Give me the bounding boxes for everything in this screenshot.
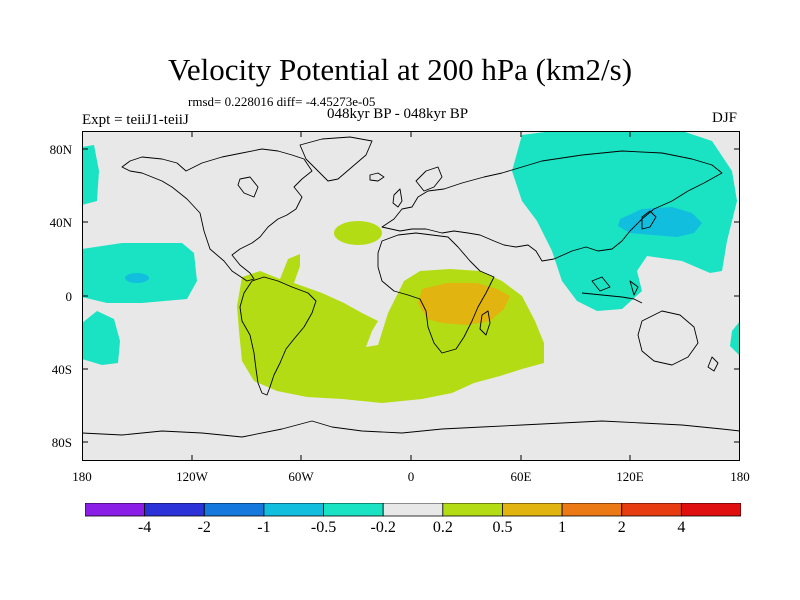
colorbar-label: -0.2 [370,519,396,536]
coast-indonesia [581,276,643,304]
colorbar-label: 0.2 [432,519,453,536]
coast-japan [641,210,657,230]
coast-antarctica [82,420,740,438]
region-north-atlantic-green [334,221,382,245]
lat-label-80s: 80S [51,435,72,450]
lat-label-40n: 40N [49,215,72,230]
frame-ticks [82,131,740,461]
region-pacific-teal [82,243,197,303]
lat-label-80n: 80N [49,142,72,157]
season-label: DJF [712,110,738,126]
lon-label-180e: 180 [730,469,750,484]
coast-madagascar [479,310,491,336]
colorbar-label: 2 [617,519,626,536]
colorbar-box [85,503,146,517]
region-nw-pacific-teal [82,145,99,205]
colorbar-label: 0.5 [492,519,513,536]
region-pacific-blue [125,273,149,283]
coast-hudson-bay [237,176,259,198]
world-map [82,131,740,461]
region-africa-orange [418,283,510,325]
colorbar-label: 4 [677,519,686,536]
stats-text: rmsd= 0.228016 diff= -4.45273e-05 [188,94,376,109]
colorbar-box [203,503,265,517]
colorbar-box [621,503,682,517]
coast-iceland [369,172,385,182]
colorbar-box [144,503,205,517]
colorbar [85,503,741,517]
lat-label-0: 0 [65,289,73,304]
coast-north-america [121,148,313,282]
lon-label-0: 0 [407,469,415,484]
region-se-pacific-teal [82,311,120,365]
colorbar-box [442,503,503,517]
colorbar-box [502,503,563,517]
coast-scandinavia [415,166,443,192]
coast-south-america [239,276,317,396]
coastlines [82,136,740,438]
colorbar-box [680,503,741,517]
lon-label-120w: 120W [176,469,208,484]
colorbar-label: -0.5 [310,519,337,536]
colorbar-label: -2 [197,519,211,536]
region-sw-pacific-teal [730,321,740,356]
colorbar-box [323,503,384,517]
coast-greenland [299,136,373,182]
period-label: 048kyr BP - 048kyr BP [327,106,469,122]
coast-new-zealand [707,356,719,372]
lon-label-60e: 60E [510,469,532,484]
lat-label-40s: 40S [51,362,72,377]
colorbar-label: 1 [558,519,567,536]
lon-label-120e: 120E [616,469,644,484]
coast-britain [392,188,403,208]
coast-europe [381,150,723,262]
colorbar-box [263,503,324,517]
colorbar-box [382,503,444,517]
map-title: Velocity Potential at 200 hPa (km2/s) [167,52,633,87]
colorbar-label: -1 [257,519,271,536]
coast-africa [377,232,495,354]
colorbar-box [561,503,623,517]
coast-australia [637,310,699,366]
lon-label-180w: 180 [72,469,92,484]
experiment-label: Expt = teiiJ1-teiiJ [82,112,189,128]
lon-label-60w: 60W [288,469,314,484]
region-east-asia-blue [618,207,702,237]
colorbar-label: -4 [137,519,152,536]
